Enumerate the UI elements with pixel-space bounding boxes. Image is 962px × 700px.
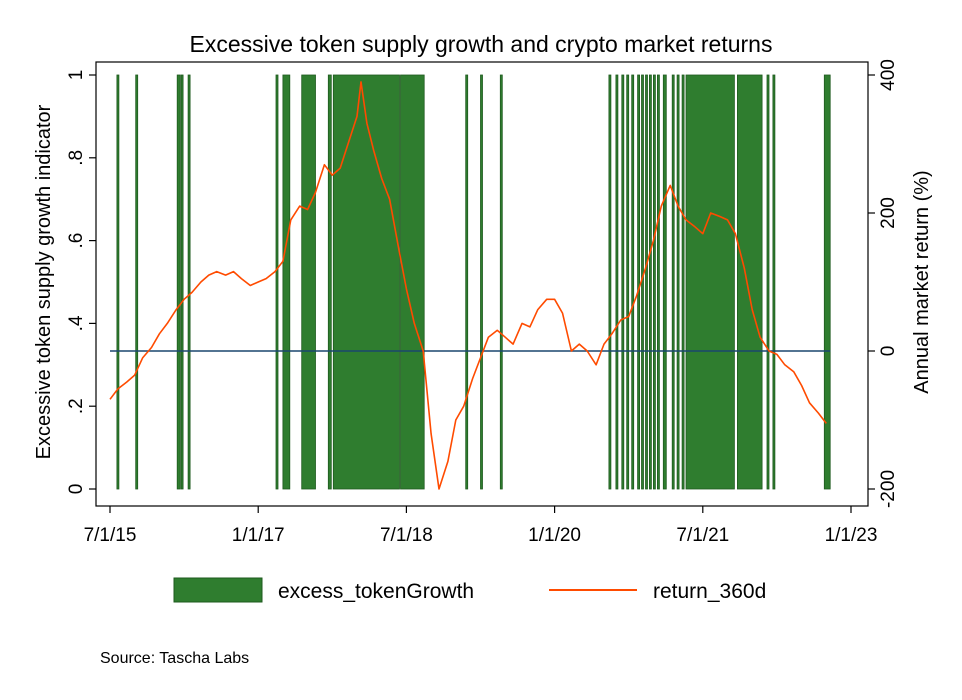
bar-excess-token-growth-24 xyxy=(657,74,660,490)
bar-excess-token-growth-29 xyxy=(685,74,735,490)
bar-excess-token-growth-22 xyxy=(649,74,652,490)
bar-excess-token-growth-28 xyxy=(681,74,685,490)
y-axis-right-label: Annual market return (%) xyxy=(911,170,933,393)
y-right-tick-label-0: -200 xyxy=(878,470,899,508)
source-note: Source: Tascha Labs xyxy=(100,650,250,667)
x-tick-label-2: 7/1/18 xyxy=(380,525,433,546)
bar-excess-token-growth-0 xyxy=(116,74,120,490)
bar-excess-token-growth-13 xyxy=(499,74,503,490)
bar-excess-token-growth-14 xyxy=(608,74,612,490)
chart-title: Excessive token supply growth and crypto… xyxy=(190,31,773,57)
bar-excess-token-growth-11 xyxy=(465,74,469,490)
bar-excess-token-growth-21 xyxy=(645,74,648,490)
bar-excess-token-growth-9 xyxy=(332,74,400,490)
legend-label-excess-token-growth: excess_tokenGrowth xyxy=(278,580,474,603)
y-left-tick-label-4: .8 xyxy=(66,150,87,166)
y-right-tick-label-3: 400 xyxy=(878,59,899,91)
x-tick-label-5: 1/1/23 xyxy=(825,525,878,546)
bar-excess-token-growth-6 xyxy=(282,74,291,490)
line-layer xyxy=(109,81,827,490)
y-axis-left-label: Excessive token supply growth indicator xyxy=(33,104,55,459)
plot-frame xyxy=(95,61,869,507)
y-right-tick-label-2: 200 xyxy=(878,197,899,229)
y-left-tick-label-0: 0 xyxy=(66,484,87,495)
series-line-return-360d xyxy=(109,81,827,490)
bar-excess-token-growth-5 xyxy=(275,74,279,490)
y-left-tick-label-2: .4 xyxy=(66,315,87,331)
bar-excess-token-growth-17 xyxy=(626,74,630,490)
bar-excess-token-growth-32 xyxy=(772,74,776,490)
bar-excess-token-growth-31 xyxy=(766,74,770,490)
bar-excess-token-growth-16 xyxy=(621,74,625,490)
bar-excess-token-growth-12 xyxy=(480,74,483,490)
y-left-tick-label-1: .2 xyxy=(66,398,87,414)
legend-swatch-excess-token-growth xyxy=(173,577,263,603)
bar-excess-token-growth-7 xyxy=(301,74,316,490)
bar-excess-token-growth-25 xyxy=(662,74,667,490)
bar-excess-token-growth-33 xyxy=(823,74,831,490)
x-tick-label-3: 1/1/20 xyxy=(528,525,581,546)
bars-layer xyxy=(116,74,831,490)
bar-excess-token-growth-3 xyxy=(180,74,184,490)
bar-excess-token-growth-15 xyxy=(615,74,619,490)
legend: excess_tokenGrowth return_360d xyxy=(173,577,766,603)
bar-excess-token-growth-19 xyxy=(637,74,640,490)
bar-excess-token-growth-26 xyxy=(671,74,675,490)
legend-label-return-360d: return_360d xyxy=(653,580,766,603)
y-left-tick-label-5: 1 xyxy=(66,70,87,81)
bar-excess-token-growth-1 xyxy=(135,74,139,490)
bar-excess-token-growth-30 xyxy=(737,74,763,490)
bar-excess-token-growth-10 xyxy=(400,74,425,490)
bar-excess-token-growth-4 xyxy=(187,74,191,490)
bar-excess-token-growth-2 xyxy=(176,74,181,490)
bar-excess-token-growth-27 xyxy=(676,74,680,490)
y-right-tick-label-1: 0 xyxy=(878,346,899,357)
x-tick-label-1: 1/1/17 xyxy=(232,525,285,546)
y-left-tick-label-3: .6 xyxy=(66,233,87,249)
bar-excess-token-growth-18 xyxy=(631,74,635,490)
bar-excess-token-growth-23 xyxy=(653,74,656,490)
axes-layer: 7/1/15 1/1/17 7/1/18 1/1/20 7/1/21 1/1/23 0 .2.… xyxy=(66,59,899,546)
bar-excess-token-growth-8 xyxy=(327,74,332,490)
x-tick-label-4: 7/1/21 xyxy=(676,525,729,546)
x-tick-label-0: 7/1/15 xyxy=(84,525,137,546)
